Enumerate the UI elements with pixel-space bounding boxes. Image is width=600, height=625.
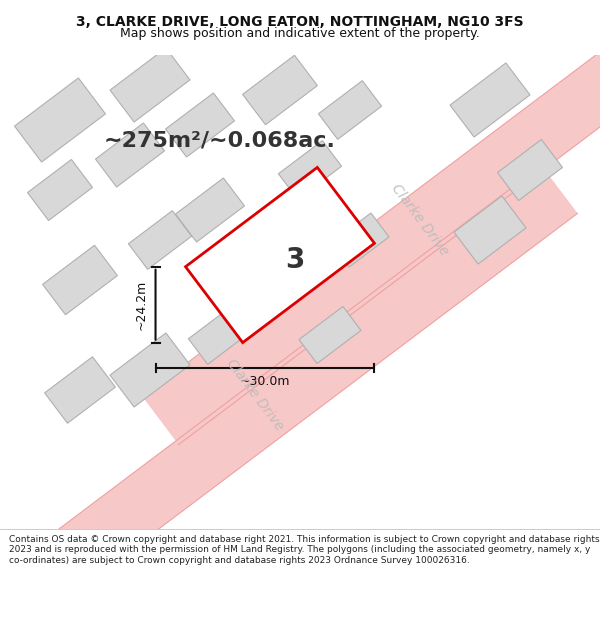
Polygon shape — [128, 211, 191, 269]
Polygon shape — [14, 78, 106, 162]
Polygon shape — [319, 81, 382, 139]
Text: ~24.2m: ~24.2m — [135, 279, 148, 330]
Polygon shape — [331, 213, 389, 267]
Text: 3, CLARKE DRIVE, LONG EATON, NOTTINGHAM, NG10 3FS: 3, CLARKE DRIVE, LONG EATON, NOTTINGHAM,… — [76, 16, 524, 29]
Polygon shape — [278, 141, 341, 199]
Polygon shape — [450, 63, 530, 137]
Text: 3: 3 — [286, 246, 305, 274]
Text: Clarke Drive: Clarke Drive — [224, 356, 286, 434]
Polygon shape — [185, 168, 374, 342]
Polygon shape — [28, 159, 92, 221]
Polygon shape — [299, 306, 361, 364]
Polygon shape — [110, 48, 190, 122]
Polygon shape — [176, 178, 244, 242]
Polygon shape — [0, 166, 578, 625]
Polygon shape — [188, 306, 251, 364]
Text: Contains OS data © Crown copyright and database right 2021. This information is : Contains OS data © Crown copyright and d… — [9, 535, 599, 564]
Text: ~275m²/~0.068ac.: ~275m²/~0.068ac. — [104, 130, 336, 150]
Polygon shape — [95, 123, 164, 187]
Polygon shape — [142, 0, 600, 444]
Polygon shape — [166, 93, 235, 157]
Polygon shape — [43, 245, 118, 315]
Text: Map shows position and indicative extent of the property.: Map shows position and indicative extent… — [120, 27, 480, 39]
Text: Clarke Drive: Clarke Drive — [389, 181, 451, 259]
Polygon shape — [110, 333, 190, 407]
Polygon shape — [242, 55, 317, 125]
Text: ~30.0m: ~30.0m — [240, 375, 290, 388]
Polygon shape — [454, 196, 526, 264]
Polygon shape — [44, 357, 115, 423]
Polygon shape — [497, 139, 562, 201]
